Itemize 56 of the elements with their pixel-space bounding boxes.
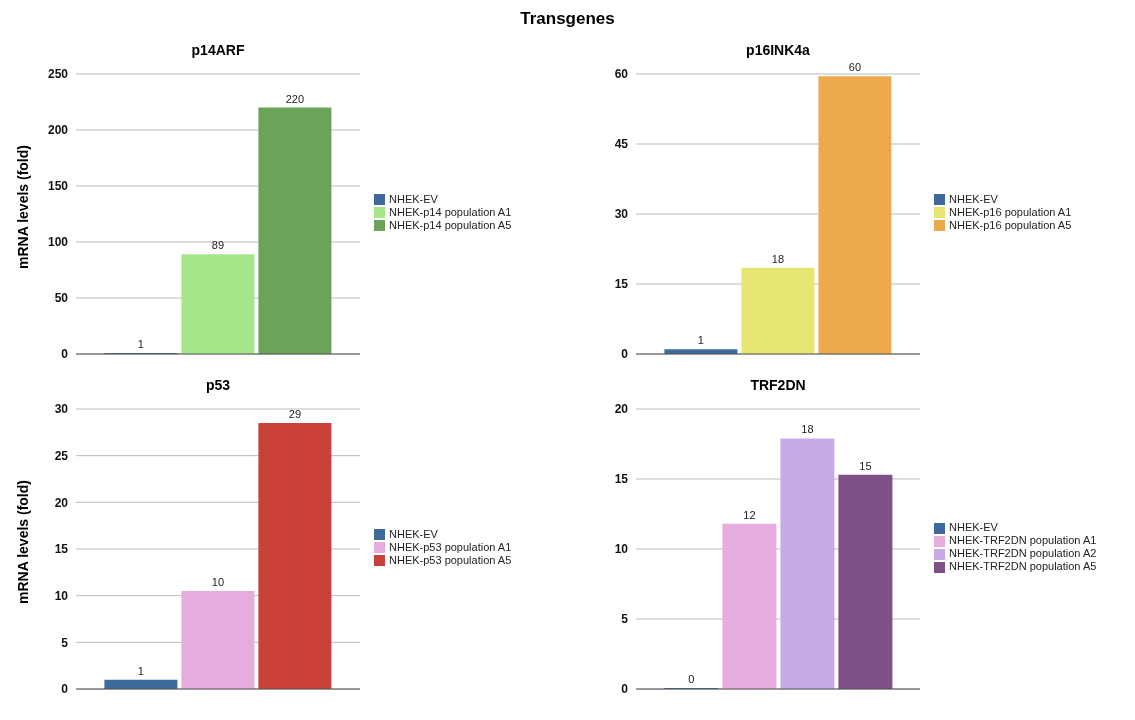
y-axis-title: mRNA levels (fold) xyxy=(15,480,32,604)
legend-label: NHEK-EV xyxy=(389,527,438,540)
y-tick-label: 45 xyxy=(614,137,629,152)
y-tick-label: 0 xyxy=(61,682,69,697)
y-tick-label: 15 xyxy=(614,472,629,487)
data-label: 12 xyxy=(743,508,756,521)
legend-label: NHEK-TRF2DN population A2 xyxy=(949,547,1097,559)
y-tick-label: 100 xyxy=(47,235,69,250)
y-tick-label: 5 xyxy=(61,635,69,650)
y-tick-label: 15 xyxy=(614,277,629,292)
y-tick-label: 20 xyxy=(614,402,629,417)
data-label: 0 xyxy=(688,673,695,685)
text: Transgenes xyxy=(520,9,615,28)
chart-title: p14ARF xyxy=(190,42,246,60)
legend-label: NHEK-TRF2DN population A5 xyxy=(949,560,1097,572)
legend-label: NHEK-EV xyxy=(389,192,438,205)
data-label: 60 xyxy=(848,61,862,74)
y-tick-label: 0 xyxy=(621,682,629,697)
y-tick-label: 15 xyxy=(54,542,69,557)
legend-label: NHEK-p14 population A5 xyxy=(389,218,512,231)
data-label: 10 xyxy=(211,576,225,588)
chart-title: p53 xyxy=(204,377,232,395)
y-tick-label: 30 xyxy=(54,402,69,417)
y-tick-label: 0 xyxy=(621,347,629,362)
y-tick-label: 5 xyxy=(621,612,629,627)
legend-label: NHEK-p16 population A1 xyxy=(949,205,1072,218)
legend-label: NHEK-TRF2DN population A1 xyxy=(949,534,1097,546)
y-tick-label: 50 xyxy=(54,291,69,306)
y-tick-label: 10 xyxy=(614,542,629,557)
data-label: 29 xyxy=(288,408,302,420)
y-tick-label: 30 xyxy=(614,207,629,222)
data-label: 1 xyxy=(697,334,704,347)
y-tick-label: 0 xyxy=(61,347,69,362)
data-label: 18 xyxy=(771,252,785,265)
legend-label: NHEK-EV xyxy=(949,192,998,205)
y-tick-label: 60 xyxy=(614,67,629,82)
data-label: 15 xyxy=(859,459,872,472)
y-tick-label: 150 xyxy=(47,179,69,194)
data-label: 1 xyxy=(137,664,144,677)
y-tick-label: 250 xyxy=(47,67,69,82)
legend-label: NHEK-EV xyxy=(949,521,998,533)
chart-title: p16INK4a xyxy=(745,42,811,60)
data-label: 18 xyxy=(801,423,814,436)
legend-label: NHEK-p14 population A1 xyxy=(389,205,512,218)
data-label: 89 xyxy=(211,239,225,252)
chart-title: TRF2DN xyxy=(749,377,807,395)
data-label: 1 xyxy=(137,337,144,350)
legend-label: NHEK-p16 population A5 xyxy=(949,218,1072,231)
y-tick-label: 200 xyxy=(47,123,69,138)
legend-label: NHEK-p53 population A1 xyxy=(389,540,512,553)
y-axis-title: mRNA levels (fold) xyxy=(15,145,32,269)
y-tick-label: 20 xyxy=(54,495,69,510)
data-label: 220 xyxy=(285,92,305,105)
y-tick-label: 10 xyxy=(54,588,69,603)
y-tick-label: 25 xyxy=(54,448,69,463)
legend-label: NHEK-p53 population A5 xyxy=(389,553,512,566)
